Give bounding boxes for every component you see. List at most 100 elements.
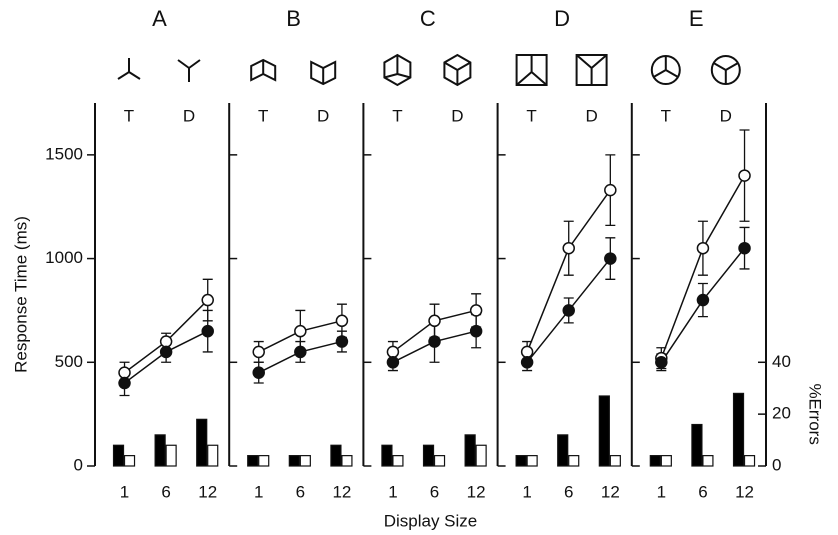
x-tick-label: 6 bbox=[161, 482, 170, 501]
rt-point bbox=[655, 356, 668, 369]
stimulus-icon bbox=[710, 55, 741, 85]
x-tick-label: 1 bbox=[522, 482, 531, 501]
y-tick-label: 1000 bbox=[45, 248, 83, 267]
error-bar bbox=[288, 455, 300, 467]
error-bar bbox=[649, 455, 661, 467]
error-bar bbox=[392, 455, 404, 467]
error-bar bbox=[330, 444, 342, 467]
annotation: T bbox=[124, 106, 134, 125]
rt-point bbox=[696, 293, 710, 307]
rt-point bbox=[738, 169, 751, 182]
rt-point bbox=[252, 345, 265, 359]
stimulus-icon bbox=[650, 55, 681, 85]
error-bar bbox=[422, 444, 435, 467]
error-bar bbox=[743, 455, 756, 467]
icon-stroke bbox=[443, 61, 471, 85]
icon-stroke bbox=[384, 55, 411, 79]
panel-title: B bbox=[286, 6, 301, 31]
rt-point bbox=[386, 345, 400, 359]
error-bar bbox=[299, 455, 311, 467]
error-bar bbox=[165, 444, 177, 467]
rt-point bbox=[562, 304, 575, 317]
rt-point bbox=[520, 345, 534, 359]
error-bar bbox=[568, 455, 580, 467]
error-bar bbox=[557, 434, 569, 467]
annotation: T bbox=[526, 106, 536, 125]
panel-title: C bbox=[420, 6, 436, 31]
error-bar bbox=[660, 455, 672, 467]
error-bar bbox=[258, 455, 270, 467]
y-tick-label: 500 bbox=[55, 352, 83, 371]
y-axis-label: Response Time (ms) bbox=[11, 216, 30, 373]
panel-title: A bbox=[152, 6, 167, 31]
stimulus-icon bbox=[443, 53, 472, 87]
rt-point bbox=[469, 304, 483, 317]
rt-point bbox=[252, 366, 265, 379]
rt-point bbox=[159, 335, 173, 348]
error-bar bbox=[123, 455, 136, 467]
rt-point bbox=[386, 356, 400, 369]
y-tick-label: 0 bbox=[74, 455, 83, 474]
icon-stroke bbox=[310, 60, 337, 86]
y2-tick-label: 0 bbox=[772, 455, 781, 474]
x-tick-label: 6 bbox=[564, 482, 573, 501]
x-tick-label: 6 bbox=[430, 482, 439, 501]
x-tick-label: 1 bbox=[254, 482, 263, 501]
rt-point bbox=[604, 183, 617, 197]
rt-point bbox=[738, 241, 751, 255]
rt-point bbox=[201, 293, 214, 307]
stimulus-icon bbox=[575, 54, 608, 86]
annotation: D bbox=[585, 106, 597, 125]
error-bar bbox=[154, 434, 166, 467]
icon-stroke bbox=[117, 58, 141, 80]
icon-stroke bbox=[713, 62, 739, 84]
panel-title: D bbox=[554, 6, 570, 31]
x-tick-label: 6 bbox=[296, 482, 305, 501]
error-bar bbox=[732, 392, 745, 467]
rt-point bbox=[159, 345, 173, 359]
icon-stroke bbox=[383, 53, 412, 87]
stimulus-icon bbox=[515, 54, 548, 86]
error-bar bbox=[381, 444, 393, 467]
icon-stroke bbox=[250, 58, 277, 82]
stimulus-icon bbox=[117, 58, 141, 80]
error-bar bbox=[464, 434, 476, 467]
error-bar bbox=[702, 455, 714, 467]
error-bar bbox=[247, 455, 259, 467]
rt-point bbox=[294, 324, 307, 338]
x-tick-label: 1 bbox=[388, 482, 397, 501]
x-tick-label: 12 bbox=[198, 482, 217, 501]
y2-tick-label: 20 bbox=[772, 404, 791, 423]
rt-point bbox=[696, 241, 710, 255]
x-axis-label: Display Size bbox=[384, 511, 478, 530]
rt-point bbox=[335, 335, 349, 348]
error-bar bbox=[598, 395, 610, 467]
annotation: T bbox=[258, 106, 268, 125]
stimulus-icon bbox=[383, 53, 412, 87]
error-bar bbox=[691, 423, 703, 467]
x-tick-label: 12 bbox=[467, 482, 486, 501]
rt-point bbox=[201, 324, 214, 338]
annotation: D bbox=[720, 106, 732, 125]
x-tick-label: 6 bbox=[698, 482, 707, 501]
rt-point bbox=[118, 366, 131, 379]
rt-point bbox=[428, 314, 441, 328]
rt-point bbox=[562, 241, 575, 255]
stimulus-icon bbox=[177, 59, 201, 82]
rt-point bbox=[428, 335, 441, 348]
stimulus-icon bbox=[250, 58, 277, 82]
y-tick-label: 1500 bbox=[45, 144, 83, 163]
y2-axis-label: %Errors bbox=[806, 383, 825, 444]
x-tick-label: 12 bbox=[601, 482, 620, 501]
y2-tick-label: 40 bbox=[772, 352, 791, 371]
rt-point bbox=[118, 376, 131, 390]
annotation: D bbox=[317, 106, 329, 125]
error-bar bbox=[609, 455, 621, 467]
annotation: T bbox=[392, 106, 402, 125]
error-bar bbox=[526, 455, 538, 467]
icon-stroke bbox=[575, 54, 608, 85]
annotation: T bbox=[661, 106, 671, 125]
error-bar bbox=[433, 455, 446, 467]
x-tick-label: 1 bbox=[657, 482, 666, 501]
annotation: D bbox=[451, 106, 463, 125]
